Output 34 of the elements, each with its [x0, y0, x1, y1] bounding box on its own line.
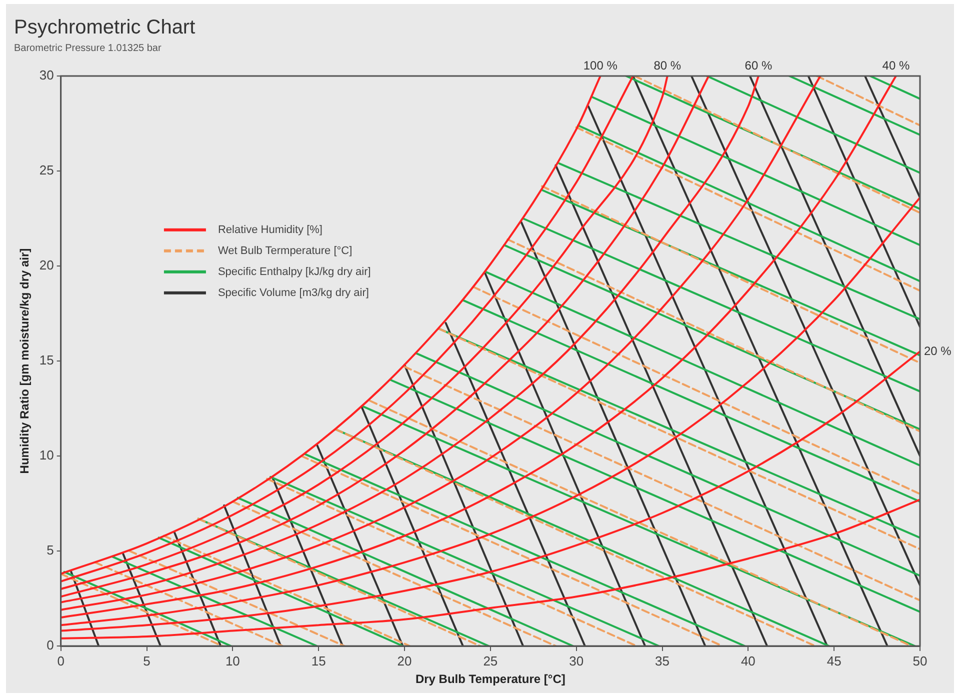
x-tick-label: 5: [143, 653, 150, 668]
legend-label: Specific Volume [m3/kg dry air]: [218, 286, 369, 299]
legend-label: Specific Enthalpy [kJ/kg dry air]: [218, 266, 371, 278]
annotation: 20 %: [924, 344, 952, 358]
x-tick-label: 25: [483, 653, 498, 668]
y-tick-label: 0: [46, 638, 54, 653]
x-tick-label: 40: [740, 653, 756, 668]
y-tick-label: 15: [39, 352, 54, 368]
chart-title: Psychrometric Chart: [14, 16, 196, 39]
x-tick-label: 10: [225, 653, 240, 668]
x-tick-label: 15: [311, 653, 326, 668]
x-tick-label: 0: [57, 653, 64, 668]
annotation: 60 %: [744, 58, 772, 72]
y-axis-title: Humidity Ratio [gm moisture/kg dry air]: [18, 248, 32, 474]
x-tick-label: 50: [912, 653, 928, 668]
y-tick-label: 5: [46, 542, 54, 558]
x-axis-title: Dry Bulb Temperature [°C]: [415, 672, 566, 686]
x-tick-label: 20: [397, 653, 412, 668]
y-tick-label: 20: [39, 258, 54, 273]
annotation: 40 %: [882, 58, 910, 72]
chart-subtitle: Barometric Pressure 1.01325 bar: [14, 42, 162, 54]
annotation: 100 %: [583, 58, 618, 72]
y-tick-label: 30: [39, 68, 54, 83]
x-tick-label: 30: [569, 653, 584, 668]
line-series: [60, 498, 920, 640]
x-tick-label: 45: [826, 653, 842, 668]
legend-label: Wet Bulb Termperature [°C]: [218, 244, 352, 257]
line-series: [60, 350, 920, 632]
x-tick-label: 35: [655, 653, 670, 668]
line-series: [60, 196, 920, 626]
annotation: 80 %: [654, 58, 682, 72]
y-tick-label: 25: [39, 162, 54, 178]
legend-label: Relative Humidity [%]: [218, 224, 323, 236]
y-tick-label: 10: [39, 448, 54, 463]
